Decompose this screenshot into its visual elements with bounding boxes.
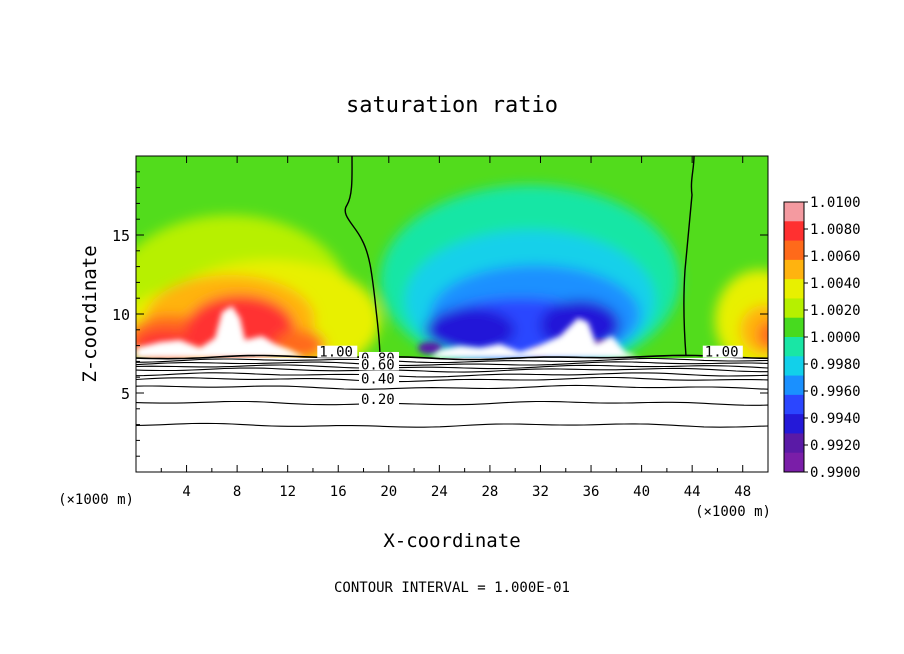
colorbar-label: 0.9900 [810,465,861,481]
colorbar-swatch [784,259,804,280]
contour-label: 1.00 [319,345,353,361]
contour-lines [136,354,768,428]
contour-line-0.90 [136,361,768,366]
contour-interval-note: CONTOUR INTERVAL = 1.000E-01 [334,580,570,596]
colorbar-label: 1.0080 [810,222,861,238]
contour-line-0.10 [136,422,768,428]
colorbar-label: 1.0040 [810,276,861,292]
contour-label-group: 1.000.800.600.400.201.00 [317,345,743,408]
x-unit-right: (×1000 m) [695,504,771,520]
colorbar-swatch [784,394,804,415]
colorbar-swatch [784,279,804,299]
colorbar-label: 1.0020 [810,303,861,319]
colorbar-swatch [784,337,804,357]
contour-label-bg [702,345,743,358]
y-axis: 5 10 15 [112,171,768,457]
contour-label-bg [358,358,399,371]
contour-line-0.60 [136,376,768,383]
x-tick-label: 16 [330,484,347,500]
x-axis-label: X-coordinate [383,530,520,552]
colorbar-label: 0.9960 [810,384,861,400]
colorbar-swatch [784,221,804,242]
contour-label: 1.00 [705,345,739,361]
x-tick-label: 36 [583,484,600,500]
y-axis-label: Z-coordinate [79,245,101,382]
x-tick-label: 48 [734,484,751,500]
x-tick-label: 32 [532,484,549,500]
y-tick-label: 15 [112,227,130,245]
colorbar-swatch [784,240,804,261]
colorbar-swatch [784,375,804,396]
contour-line-0.85 [136,364,768,370]
colorbar-label: 1.0000 [810,330,861,346]
contour-line-0.70 [136,372,768,378]
colorbar-swatch [784,298,804,319]
y-tick-label: 10 [112,306,130,324]
y-tick-label: 5 [121,385,130,403]
contour-label-bg [358,372,399,385]
x-tick-label: 8 [233,484,241,500]
colorbar-swatch [784,356,804,377]
colorbar-label: 0.9940 [810,411,861,427]
x-tick-label: 28 [481,484,498,500]
colorbar: 1.0100 1.0080 1.0060 1.0040 1.0020 1.0000 0.99… [783,195,861,481]
contour-line-0.20 [136,400,768,406]
contour-label: 0.40 [361,372,395,388]
colorbar-swatch [784,433,804,454]
colorbar-swatch [784,317,804,338]
plot-area [135,155,769,473]
contour-label: 0.60 [361,357,395,373]
contour-line-0.95 [136,357,768,364]
colorbar-swatch [784,202,804,222]
x-tick-label: 12 [279,484,296,500]
x-tick-label: 44 [684,484,701,500]
saturation-field [136,156,768,358]
colorbar-label: 1.0060 [810,249,861,265]
contour-label-bg [317,345,358,358]
x-unit-left: (×1000 m) [58,492,134,508]
colorbar-label: 0.9920 [810,438,861,454]
contour-line-1.00-left [344,155,381,359]
colorbar-swatch [784,414,804,434]
colorbar-label: 0.9980 [810,357,861,373]
contour-label: 0.20 [361,392,395,408]
contour-line-0.80 [136,367,768,373]
contour-line-1.00 [136,354,768,361]
colorbar-label: 1.0100 [810,195,861,211]
x-axis: 4 8 12 16 20 24 28 32 36 40 44 48 [160,156,751,500]
x-tick-label: 4 [182,484,190,500]
colorbar-swatch [784,452,804,473]
x-tick-label: 40 [633,484,650,500]
chart-title: saturation ratio [346,93,558,118]
x-tick-label: 24 [431,484,448,500]
x-tick-label: 20 [380,484,397,500]
contour-line-1.00-right [683,155,695,357]
contour-line-0.40 [136,384,768,390]
contour-label-bg [358,393,399,406]
